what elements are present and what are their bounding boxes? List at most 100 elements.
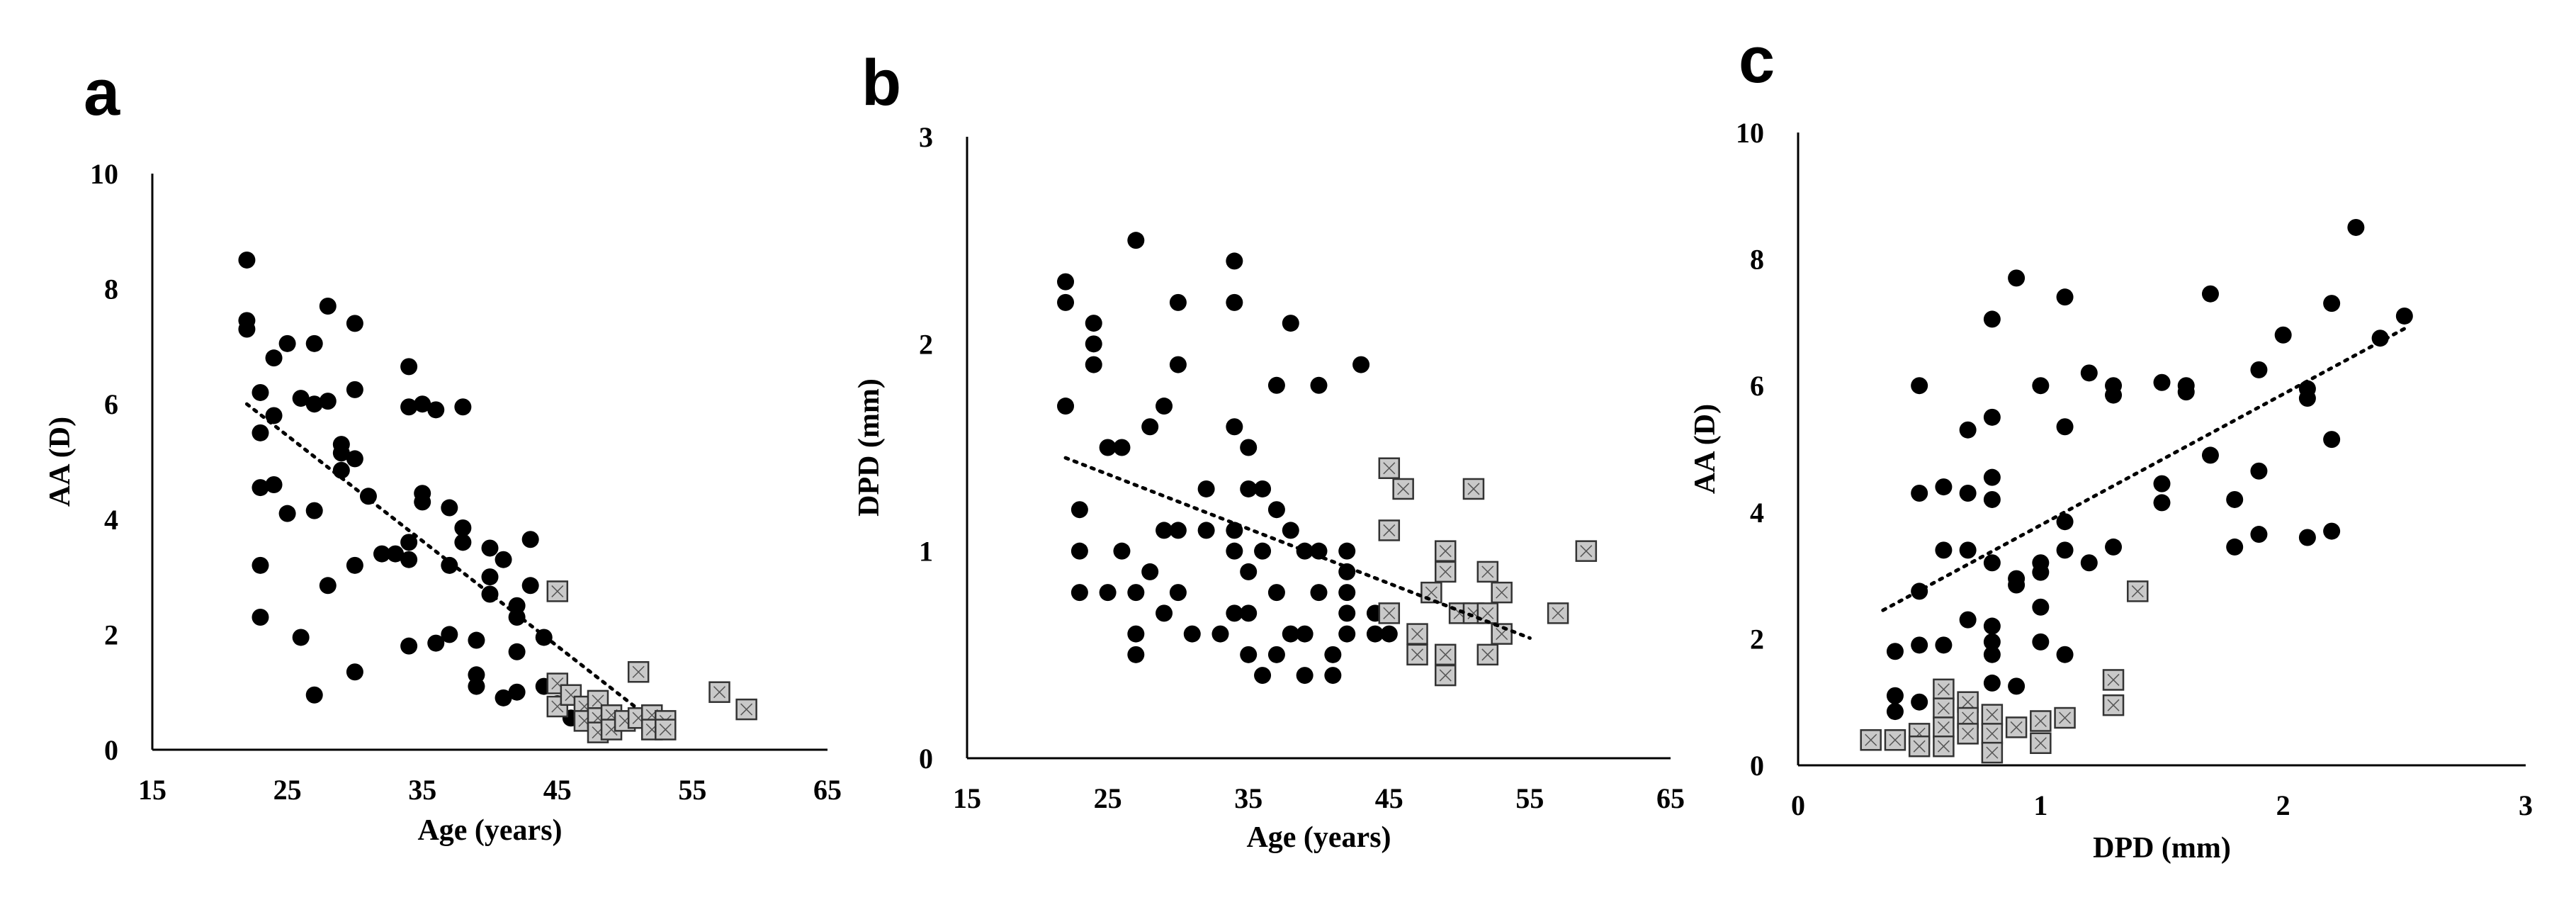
circle-data-point	[1211, 625, 1229, 643]
circle-data-point	[1141, 418, 1159, 436]
circle-data-point	[1085, 315, 1102, 332]
circle-data-point	[1310, 376, 1328, 394]
circle-data-point	[1983, 408, 2001, 426]
circle-data-point	[2080, 554, 2098, 572]
panel-b-y-tick-labels: 0 1 2 3	[919, 121, 933, 775]
circle-data-point	[1085, 335, 1102, 353]
circle-data-point	[1886, 703, 1904, 721]
circle-data-point	[1338, 542, 1356, 560]
panel-b-data-points	[1057, 232, 1598, 687]
circle-data-point	[454, 534, 472, 551]
circle-data-point	[2347, 218, 2365, 236]
circle-data-point	[2323, 431, 2341, 449]
circle-data-point	[1254, 667, 1272, 685]
circle-data-point	[1197, 480, 1215, 497]
circle-data-point	[2105, 386, 2123, 404]
panel-c-x-axis-title: DPD (mm)	[2093, 832, 2231, 865]
circle-data-point	[238, 251, 256, 269]
y-tick-label: 6	[104, 388, 118, 420]
panel-a: a 15 25 35 45 55 65 0 2 4 6 8 10 Age (years) AA (D…	[44, 57, 842, 847]
circle-data-point	[1099, 584, 1117, 602]
circle-data-point	[508, 683, 526, 701]
circle-data-point	[1156, 522, 1173, 539]
circle-data-point	[1240, 563, 1258, 580]
circle-data-point	[252, 479, 269, 497]
square-data-point	[2005, 716, 2028, 738]
square-data-point	[1434, 540, 1457, 562]
circle-data-point	[2226, 538, 2244, 556]
circle-data-point	[441, 499, 458, 517]
circle-data-point	[1911, 377, 1928, 395]
circle-data-point	[1099, 439, 1117, 456]
y-tick-label: 0	[1750, 750, 1764, 782]
square-data-point	[735, 698, 757, 721]
circle-data-point	[1240, 439, 1258, 456]
y-tick-label: 4	[104, 504, 118, 536]
y-tick-label: 10	[1736, 117, 1764, 149]
circle-data-point	[414, 395, 431, 413]
square-data-point	[627, 660, 650, 683]
square-data-point	[1406, 643, 1428, 666]
circle-data-point	[508, 609, 526, 626]
panel-a-trendline	[244, 402, 640, 711]
panel-a-x-tick-labels: 15 25 35 45 55 65	[138, 774, 842, 806]
circle-data-point	[1886, 643, 1904, 660]
circle-data-point	[2298, 390, 2316, 407]
circle-data-point	[1282, 315, 1299, 332]
circle-data-point	[1324, 667, 1342, 685]
circle-data-point	[2250, 526, 2268, 544]
square-data-point	[2102, 694, 2125, 716]
x-tick-label: 15	[138, 774, 166, 806]
square-data-point	[1860, 729, 1882, 751]
y-tick-label: 2	[919, 328, 933, 360]
circle-data-point	[1959, 485, 1977, 502]
square-data-point	[655, 719, 677, 741]
circle-data-point	[265, 349, 283, 367]
circle-data-point	[1310, 584, 1328, 602]
circle-data-point	[252, 383, 269, 401]
circle-data-point	[1113, 542, 1131, 560]
circle-data-point	[2080, 364, 2098, 382]
square-data-point	[1981, 723, 2004, 745]
x-tick-label: 15	[953, 782, 981, 814]
circle-data-point	[1296, 667, 1314, 685]
circle-data-point	[1070, 584, 1088, 602]
y-tick-label: 10	[90, 158, 118, 190]
circle-data-point	[2395, 307, 2413, 325]
circle-data-point	[495, 689, 512, 706]
circle-data-point	[1935, 636, 1953, 654]
circle-data-point	[1983, 554, 2001, 572]
square-data-point	[1957, 723, 1979, 745]
circle-data-point	[454, 398, 472, 416]
circle-data-point	[2056, 541, 2074, 559]
circle-data-point	[2056, 288, 2074, 306]
circle-data-point	[1911, 485, 1928, 502]
square-data-point	[1933, 678, 1955, 701]
circle-data-point	[481, 568, 499, 586]
circle-data-point	[346, 381, 363, 398]
y-tick-label: 8	[104, 274, 118, 305]
circle-data-point	[441, 626, 458, 643]
square-data-point	[1406, 623, 1428, 645]
circle-data-point	[1169, 584, 1187, 602]
circle-data-point	[278, 334, 296, 352]
circle-data-point	[1169, 522, 1187, 539]
square-data-point	[1491, 581, 1513, 604]
panel-a-data-points	[238, 251, 757, 743]
panel-c-trendline	[1881, 327, 2407, 612]
circle-data-point	[2201, 446, 2219, 464]
square-data-point	[1378, 602, 1401, 624]
circle-data-point	[1983, 674, 2001, 692]
circle-data-point	[1324, 646, 1342, 663]
circle-data-point	[1070, 501, 1088, 519]
square-data-point	[546, 580, 569, 602]
circle-data-point	[1156, 398, 1173, 415]
x-tick-label: 35	[1234, 782, 1262, 814]
circle-data-point	[2008, 269, 2026, 287]
circle-data-point	[2056, 418, 2074, 436]
circle-data-point	[1959, 421, 1977, 439]
circle-data-point	[1296, 625, 1314, 643]
panel-b: b 15 25 35 45 55 65 0 1 2 3 Age (years) DPD (mm)	[853, 47, 1685, 854]
circle-data-point	[1886, 687, 1904, 704]
circle-data-point	[427, 634, 445, 652]
